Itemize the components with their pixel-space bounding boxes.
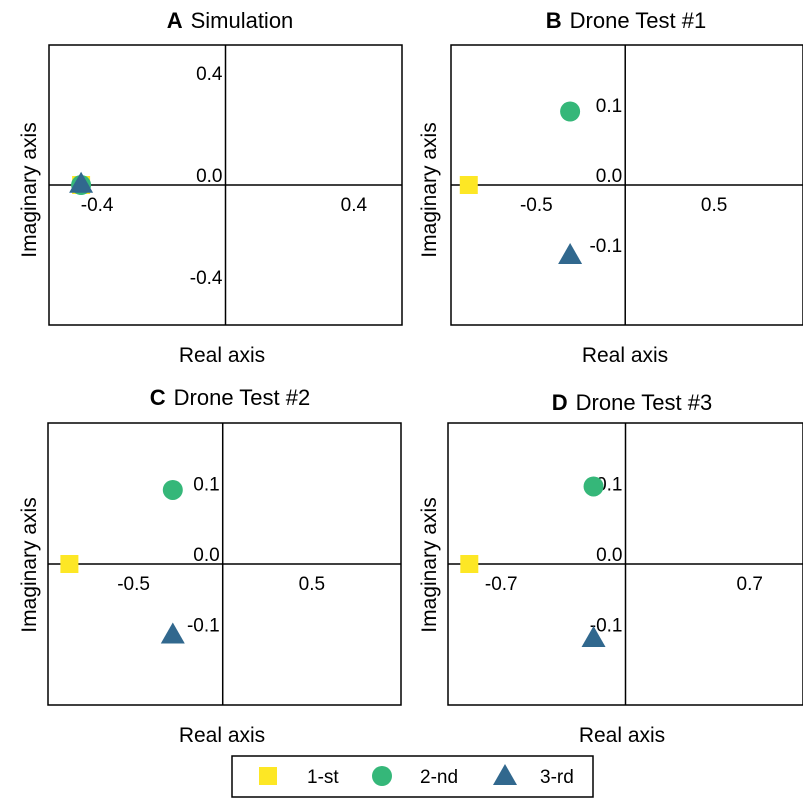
- panel-a-ytick-label: 0.4: [196, 64, 223, 85]
- panel-d-point-1-st: [460, 555, 479, 573]
- panel-b-title-text: Drone Test #1: [570, 8, 707, 33]
- panel-c-title: C Drone Test #2: [150, 385, 310, 410]
- panel-a-letter: A: [167, 8, 183, 33]
- legend-frame: [231, 755, 594, 798]
- legend-label-2nd: 2-nd: [420, 767, 458, 788]
- panel-d-plot: -0.7 0.70.10.0-0.1: [447, 422, 803, 706]
- panel-c-point-2-nd: [162, 479, 183, 500]
- panel-a-point-3-rd: [69, 171, 94, 193]
- panel-b-ytick-label: 0.0: [596, 166, 622, 187]
- panel-d-letter: D: [552, 390, 568, 415]
- panel-b: B Drone Test #1 -0.5 0.5 0.1 0.0 -0.1 Real ax…: [418, 8, 803, 367]
- legend-marker-1st: [259, 767, 277, 785]
- panel-d: D Drone Test #3 -0.7 0.70.10.0-0.1 Real ax…: [418, 390, 803, 747]
- panel-b-xtick-label: -0.5: [520, 195, 553, 216]
- panel-c-ytick-label: 0.1: [193, 475, 219, 496]
- panel-b-title: B Drone Test #1: [546, 8, 706, 33]
- panel-d-ytick-label: -0.1: [590, 616, 623, 637]
- panel-b-point-2-nd: [560, 101, 581, 122]
- panel-c-xtick-label: 0.5: [299, 574, 325, 595]
- panel-b-xtick-label: 0.5: [701, 195, 727, 216]
- legend-marker-3rd: [493, 764, 517, 785]
- panel-d-title: D Drone Test #3: [552, 390, 712, 415]
- panel-b-letter: B: [546, 8, 562, 33]
- panel-c: C Drone Test #2 -0.5 0.5 0.1 0.0 -0.1 Real ax…: [18, 385, 402, 747]
- panel-d-point-2-nd: [583, 476, 604, 497]
- panel-c-letter: C: [150, 385, 166, 410]
- panel-c-xlabel: Real axis: [179, 724, 265, 747]
- panel-c-ytick-label: -0.1: [187, 616, 220, 637]
- panel-a: A Simulation -0.4 0.40.40.0-0.4 Real axis …: [18, 8, 403, 367]
- panel-d-xtick-label: -0.7: [485, 574, 518, 595]
- panel-d-title-text: Drone Test #3: [576, 390, 713, 415]
- panel-a-plot: -0.4 0.4 0.4 0.0 -0.4: [48, 44, 403, 326]
- panel-c-point-1-st: [60, 555, 79, 573]
- panel-c-title-text: Drone Test #2: [174, 385, 311, 410]
- panel-a-title: A Simulation: [167, 8, 294, 33]
- panel-b-ylabel: Imaginary axis: [418, 122, 441, 257]
- panel-d-ytick-label: 0.0: [596, 545, 622, 566]
- legend-marker-2nd: [372, 766, 392, 786]
- panel-b-point-3-rd: [558, 243, 583, 264]
- panel-a-ytick-label: -0.4: [190, 268, 223, 289]
- legend-label-1st: 1-st: [307, 767, 339, 788]
- panel-b-plot: -0.5 0.5 0.1 0.0 -0.1: [450, 44, 803, 326]
- panel-c-ytick-label: 0.0: [193, 545, 219, 566]
- panel-c-point-3-rd: [160, 622, 185, 644]
- panel-a-ytick-label: 0.0: [196, 166, 222, 187]
- panel-c-plot: -0.5 0.5 0.1 0.0 -0.1: [47, 422, 402, 706]
- panel-d-xtick-label: 0.7: [737, 574, 763, 595]
- legend: 1-st 2-nd 3-rd: [231, 755, 594, 798]
- panel-c-xtick-label: -0.5: [117, 574, 150, 595]
- panel-d-point-3-rd: [581, 626, 606, 648]
- panel-d-xlabel: Real axis: [579, 724, 665, 747]
- panel-a-title-text: Simulation: [191, 8, 294, 33]
- panel-c-ylabel: Imaginary axis: [18, 497, 41, 632]
- panel-b-point-1-st: [459, 176, 478, 194]
- panel-a-ylabel: Imaginary axis: [18, 122, 41, 257]
- panel-b-ytick-label: -0.1: [589, 236, 622, 257]
- panel-b-ytick-label: 0.1: [596, 96, 622, 117]
- panel-a-xlabel: Real axis: [179, 344, 265, 367]
- panel-a-xtick-label: 0.4: [341, 195, 368, 216]
- panel-a-xtick-label: -0.4: [81, 195, 114, 216]
- panel-b-xlabel: Real axis: [582, 344, 668, 367]
- panel-d-ylabel: Imaginary axis: [418, 497, 441, 632]
- legend-label-3rd: 3-rd: [540, 767, 574, 788]
